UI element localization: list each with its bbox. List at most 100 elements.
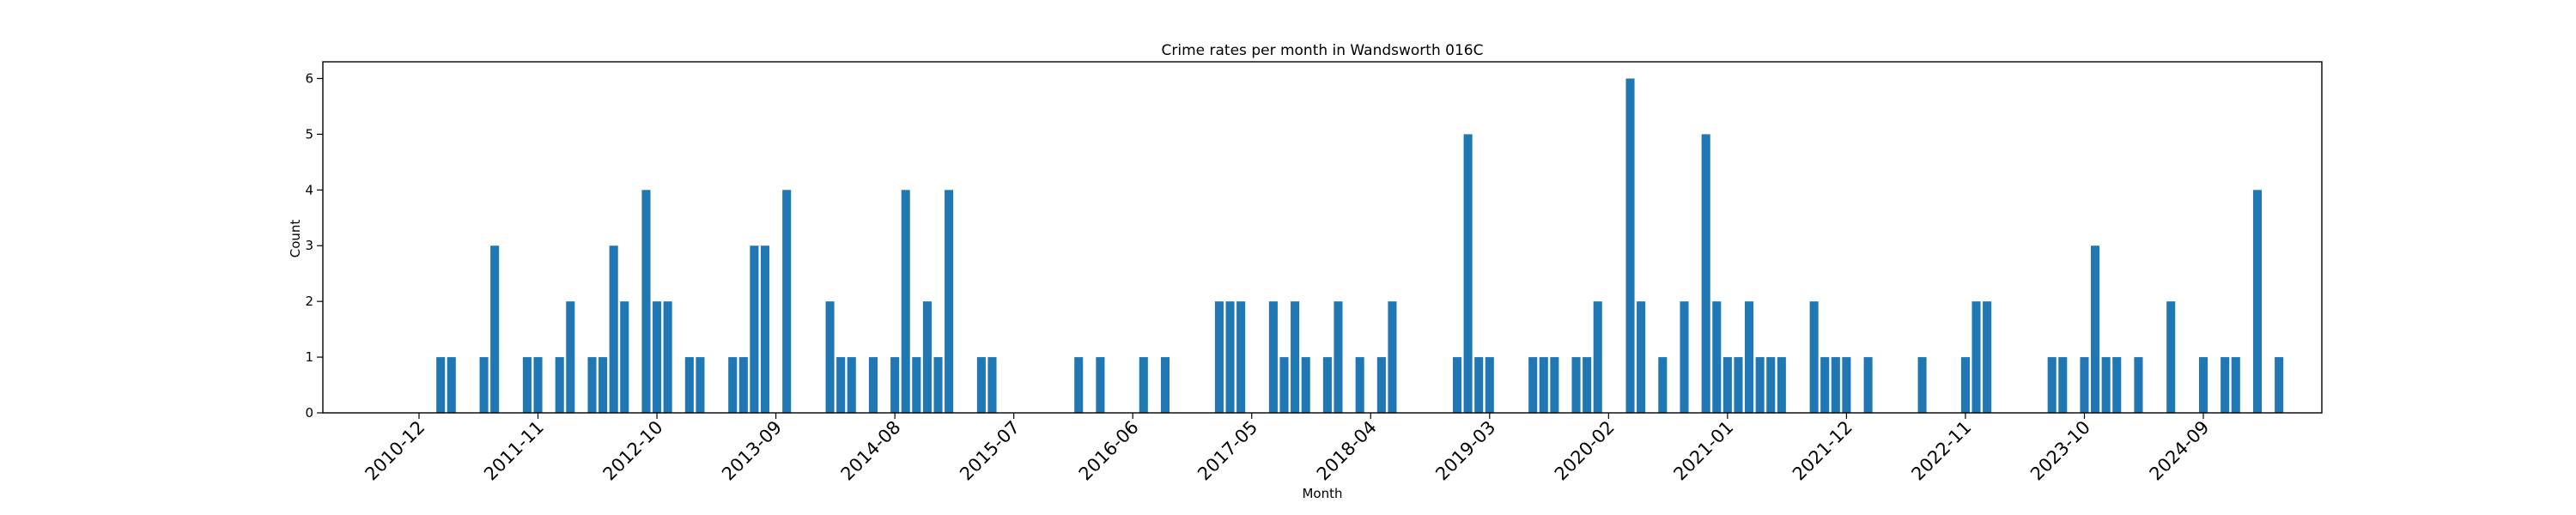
bar-2023-10 — [2080, 357, 2089, 413]
x-tick-label: 2011-11 — [480, 417, 548, 485]
bar-2021-06 — [1777, 357, 1786, 413]
bar-2012-11 — [663, 301, 672, 413]
bar-2025-02 — [2252, 190, 2263, 413]
bar-2023-01 — [1983, 301, 1992, 413]
bar-2011-07 — [490, 245, 500, 413]
bar-2013-05 — [728, 357, 738, 413]
x-tick-label: 2021-01 — [1669, 417, 1737, 485]
bar-2022-12 — [1971, 301, 1981, 413]
y-axis-title: Count — [288, 220, 303, 258]
bar-2019-11 — [1571, 357, 1581, 413]
bar-2011-02 — [436, 357, 446, 413]
bar-2017-04 — [1236, 301, 1246, 413]
bar-2017-03 — [1225, 301, 1235, 413]
bar-2017-08 — [1279, 357, 1289, 413]
bar-2024-01 — [2112, 357, 2122, 413]
bar-2014-06 — [868, 357, 878, 413]
bar-2019-07 — [1528, 357, 1538, 413]
x-axis: 2010-12 2011-11 2012-10 2013-09 2014-08 2015-… — [361, 413, 2214, 485]
bar-2019-08 — [1539, 357, 1548, 413]
bar-2012-04 — [587, 357, 597, 413]
bar-2016-09 — [1160, 357, 1170, 413]
bar-2014-09 — [901, 190, 910, 413]
bar-2020-07 — [1658, 357, 1668, 413]
bar-2024-06 — [2166, 301, 2176, 413]
y-axis: 0 1 2 3 4 5 6 — [305, 70, 323, 421]
bar-2011-06 — [479, 357, 489, 413]
bar-2013-02 — [696, 357, 705, 413]
bar-2024-03 — [2134, 357, 2143, 413]
bar-2012-06 — [609, 245, 618, 413]
bar-2018-12 — [1452, 357, 1462, 413]
bar-2017-07 — [1268, 301, 1278, 413]
bar-2021-10 — [1820, 357, 1830, 413]
x-tick-label: 2012-10 — [599, 417, 667, 485]
bar-2021-12 — [1842, 357, 1851, 413]
x-tick-label: 2010-12 — [361, 417, 429, 485]
x-axis-title: Month — [1302, 486, 1342, 501]
bar-2013-01 — [684, 357, 694, 413]
bar-2012-05 — [598, 357, 608, 413]
bar-2019-03 — [1485, 357, 1494, 413]
bar-2023-12 — [2101, 357, 2111, 413]
y-tick-label: 0 — [305, 405, 313, 421]
bar-2019-09 — [1550, 357, 1559, 413]
bar-2025-04 — [2275, 357, 2284, 413]
y-tick-label: 4 — [305, 182, 313, 197]
bar-2018-01 — [1334, 301, 1343, 413]
bar-2021-02 — [1734, 357, 1743, 413]
bar-2021-03 — [1745, 301, 1754, 413]
x-tick-label: 2016-06 — [1075, 417, 1143, 485]
bar-2013-08 — [760, 245, 770, 413]
bar-2020-11 — [1701, 134, 1710, 413]
bar-2023-08 — [2058, 357, 2068, 413]
bar-2020-05 — [1637, 301, 1646, 413]
x-tick-label: 2014-08 — [837, 417, 905, 485]
bar-2011-03 — [447, 357, 456, 413]
bar-2014-11 — [922, 301, 932, 413]
bar-2012-10 — [653, 301, 662, 413]
x-tick-label: 2021-12 — [1789, 417, 1856, 485]
bar-2021-05 — [1766, 357, 1776, 413]
bar-2020-09 — [1680, 301, 1689, 413]
bar-2015-04 — [976, 357, 986, 413]
bar-2014-10 — [912, 357, 921, 413]
bars-group — [436, 78, 2284, 413]
y-tick-label: 2 — [305, 294, 313, 309]
bar-2020-01 — [1593, 301, 1602, 413]
bar-2022-02 — [1863, 357, 1873, 413]
bar-2021-01 — [1722, 357, 1732, 413]
bar-2016-03 — [1096, 357, 1105, 413]
y-tick-label: 6 — [305, 70, 313, 86]
bar-2018-06 — [1388, 301, 1397, 413]
bar-2020-04 — [1625, 78, 1635, 413]
bar-2021-09 — [1809, 301, 1819, 413]
bar-2024-11 — [2221, 357, 2230, 413]
bar-2020-12 — [1712, 301, 1722, 413]
bar-2014-04 — [847, 357, 856, 413]
bar-2012-09 — [641, 190, 651, 413]
bar-2017-09 — [1291, 301, 1300, 413]
bar-2014-02 — [825, 301, 835, 413]
bar-2017-12 — [1322, 357, 1332, 413]
bar-2023-11 — [2091, 245, 2100, 413]
bar-2019-01 — [1463, 134, 1473, 413]
x-tick-label: 2019-03 — [1431, 417, 1499, 485]
x-tick-label: 2013-09 — [718, 417, 786, 485]
bar-2022-11 — [1960, 357, 1970, 413]
bar-2016-07 — [1139, 357, 1148, 413]
bar-2013-06 — [738, 357, 748, 413]
chart-title: Crime rates per month in Wandsworth 016C — [1162, 42, 1484, 59]
bar-2014-12 — [933, 357, 943, 413]
bar-2014-03 — [836, 357, 846, 413]
bar-2012-02 — [566, 301, 575, 413]
bar-2011-11 — [533, 357, 543, 413]
x-tick-label: 2020-02 — [1551, 417, 1619, 485]
bar-2021-11 — [1831, 357, 1840, 413]
bar-2019-12 — [1583, 357, 1592, 413]
bar-2017-02 — [1214, 301, 1224, 413]
bar-2015-01 — [945, 190, 954, 413]
bar-2013-07 — [750, 245, 759, 413]
bar-2016-01 — [1074, 357, 1084, 413]
x-tick-label: 2024-09 — [2146, 417, 2214, 485]
